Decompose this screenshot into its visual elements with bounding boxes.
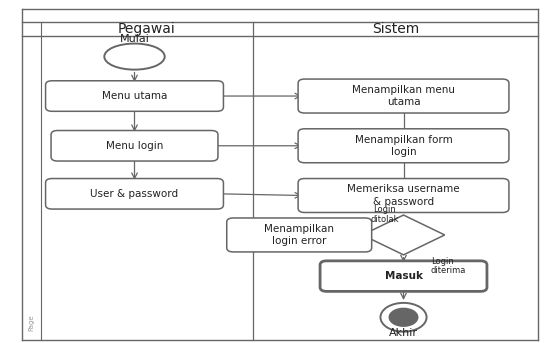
FancyBboxPatch shape xyxy=(46,179,223,209)
Text: Sistem: Sistem xyxy=(372,22,419,36)
Text: Memeriksa username
& password: Memeriksa username & password xyxy=(347,184,460,207)
Ellipse shape xyxy=(104,44,165,70)
Text: Mulai: Mulai xyxy=(120,34,149,45)
Text: Akhir: Akhir xyxy=(389,328,418,339)
FancyBboxPatch shape xyxy=(320,261,487,292)
FancyBboxPatch shape xyxy=(298,129,509,163)
Text: Login
diterima: Login diterima xyxy=(431,257,466,275)
Text: Menampilkan form
login: Menampilkan form login xyxy=(355,134,452,157)
Polygon shape xyxy=(362,215,445,255)
Text: Page: Page xyxy=(29,314,35,331)
Circle shape xyxy=(389,308,418,326)
Text: Menampilkan
login error: Menampilkan login error xyxy=(264,224,334,246)
FancyBboxPatch shape xyxy=(227,218,372,252)
Text: Menampilkan menu
utama: Menampilkan menu utama xyxy=(352,85,455,107)
Text: Menu utama: Menu utama xyxy=(102,91,167,101)
Text: Pegawai: Pegawai xyxy=(118,22,176,36)
FancyBboxPatch shape xyxy=(298,178,509,212)
Text: Menu login: Menu login xyxy=(106,141,163,151)
Text: Login
ditolak: Login ditolak xyxy=(371,205,399,224)
Text: User & password: User & password xyxy=(91,189,178,199)
FancyBboxPatch shape xyxy=(298,79,509,113)
FancyBboxPatch shape xyxy=(51,131,218,161)
Circle shape xyxy=(380,303,427,332)
FancyBboxPatch shape xyxy=(46,81,223,111)
Text: Masuk: Masuk xyxy=(384,271,423,281)
